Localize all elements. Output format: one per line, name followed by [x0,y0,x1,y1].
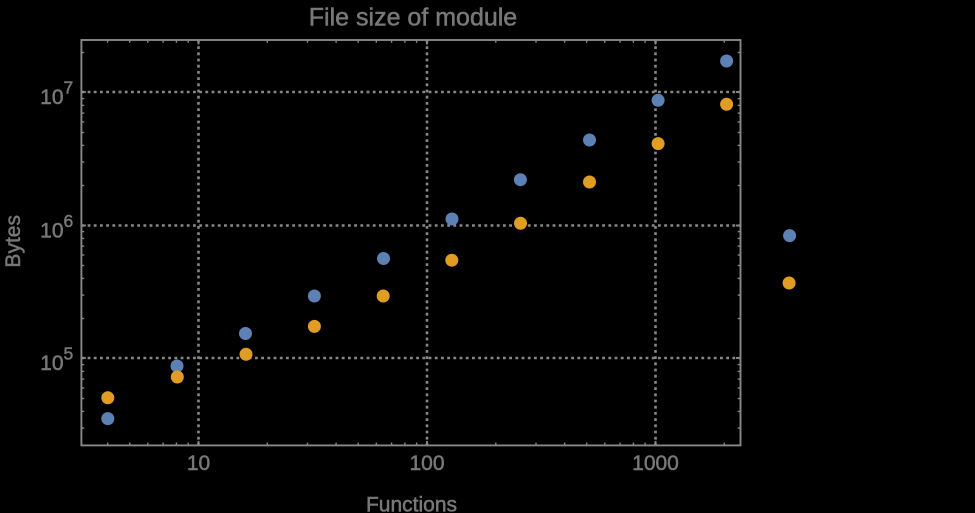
svg-text:10: 10 [40,86,63,109]
svg-text:100: 100 [409,452,444,475]
svg-text:10: 10 [40,352,63,375]
svg-text:10: 10 [187,452,210,475]
svg-text:1000: 1000 [632,452,679,475]
svg-text:5: 5 [64,344,74,364]
svg-text:Bytes: Bytes [2,215,25,268]
svg-text:Functions: Functions [366,494,457,513]
svg-text:10: 10 [40,220,63,243]
svg-text:File size of module: File size of module [309,4,517,32]
svg-text:6: 6 [64,211,74,231]
svg-text:7: 7 [64,78,74,98]
